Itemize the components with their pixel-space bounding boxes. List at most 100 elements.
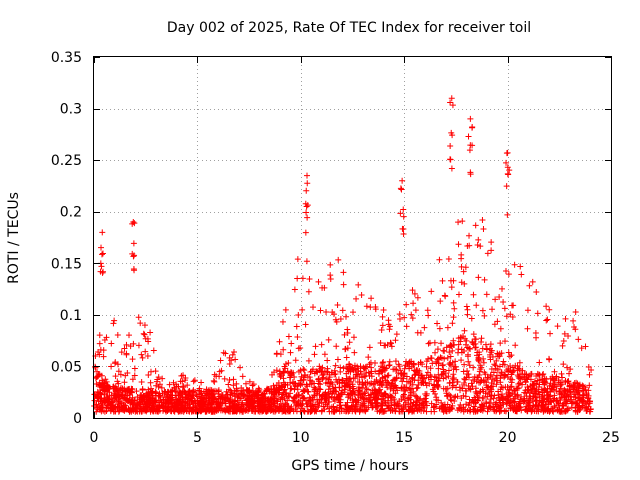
roti-point — [463, 387, 470, 394]
roti-point — [147, 394, 154, 401]
roti-point — [338, 405, 345, 412]
roti-point — [393, 366, 400, 373]
roti-point — [303, 381, 310, 388]
roti-point — [565, 332, 572, 339]
roti-point — [179, 384, 186, 391]
roti-point — [322, 389, 329, 396]
roti-point — [356, 388, 363, 395]
roti-point — [287, 372, 294, 379]
roti-point — [397, 375, 404, 382]
roti-point — [325, 376, 332, 383]
roti-point — [551, 392, 558, 399]
roti-point — [409, 315, 416, 322]
roti-point — [100, 268, 107, 275]
roti-point — [481, 369, 488, 376]
roti-point — [299, 388, 306, 395]
roti-point — [140, 330, 147, 337]
roti-point — [458, 357, 465, 364]
roti-point — [298, 402, 305, 409]
roti-point — [411, 290, 418, 297]
roti-point — [184, 382, 191, 389]
roti-point — [162, 400, 169, 407]
roti-point — [554, 323, 561, 330]
roti-point — [491, 321, 498, 328]
roti-point — [385, 379, 392, 386]
roti-point — [455, 241, 462, 248]
roti-point — [309, 366, 316, 373]
roti-point — [469, 124, 476, 131]
roti-point — [549, 407, 556, 414]
roti-point — [470, 331, 477, 338]
roti-point — [509, 364, 516, 371]
roti-point — [283, 401, 290, 408]
roti-point — [273, 351, 280, 358]
roti-point — [291, 386, 298, 393]
roti-point — [585, 395, 592, 402]
roti-point — [131, 252, 138, 259]
roti-point — [423, 392, 430, 399]
roti-point — [131, 267, 138, 274]
roti-point — [506, 353, 513, 360]
roti-point — [114, 331, 121, 338]
roti-point — [203, 406, 210, 413]
roti-point — [586, 371, 593, 378]
roti-point — [403, 301, 410, 308]
roti-point — [488, 347, 495, 354]
roti-point — [138, 392, 145, 399]
roti-point — [348, 402, 355, 409]
roti-point — [115, 368, 122, 375]
roti-point — [373, 399, 380, 406]
roti-point — [231, 393, 238, 400]
roti-point — [447, 353, 454, 360]
roti-point — [130, 240, 137, 247]
roti-point — [371, 359, 378, 366]
roti-point — [258, 399, 265, 406]
roti-point — [418, 408, 425, 415]
roti-point — [512, 342, 519, 349]
roti-point — [379, 400, 386, 407]
roti-point — [529, 278, 536, 285]
roti-point — [504, 149, 511, 156]
roti-point — [448, 165, 455, 172]
roti-point — [196, 385, 203, 392]
roti-point — [168, 388, 175, 395]
roti-point — [432, 390, 439, 397]
roti-point — [562, 377, 569, 384]
roti-point — [386, 326, 393, 333]
roti-point — [517, 263, 524, 270]
roti-point — [437, 298, 444, 305]
roti-point — [409, 287, 416, 294]
roti-point — [541, 404, 548, 411]
roti-point — [441, 348, 448, 355]
roti-point — [162, 388, 169, 395]
roti-point — [353, 295, 360, 302]
roti-point — [543, 317, 550, 324]
roti-point — [139, 397, 146, 404]
roti-point — [443, 385, 450, 392]
roti-point — [407, 392, 414, 399]
roti-point — [116, 407, 123, 414]
plot-frame — [93, 56, 612, 419]
roti-point — [408, 363, 415, 370]
roti-point — [344, 399, 351, 406]
roti-point — [145, 386, 152, 393]
roti-point — [118, 349, 125, 356]
roti-point — [337, 368, 344, 375]
roti-point — [526, 399, 533, 406]
roti-point — [567, 366, 574, 373]
roti-point — [394, 387, 401, 394]
roti-point — [304, 403, 311, 410]
roti-point — [393, 331, 400, 338]
roti-point — [471, 376, 478, 383]
roti-point — [112, 373, 119, 380]
roti-point — [484, 393, 491, 400]
roti-point — [400, 394, 407, 401]
roti-point — [461, 381, 468, 388]
roti-point — [470, 291, 477, 298]
roti-point — [469, 142, 476, 149]
roti-point — [464, 306, 471, 313]
roti-point — [493, 357, 500, 364]
roti-point — [130, 253, 137, 260]
roti-point — [177, 378, 184, 385]
roti-point — [246, 378, 253, 385]
